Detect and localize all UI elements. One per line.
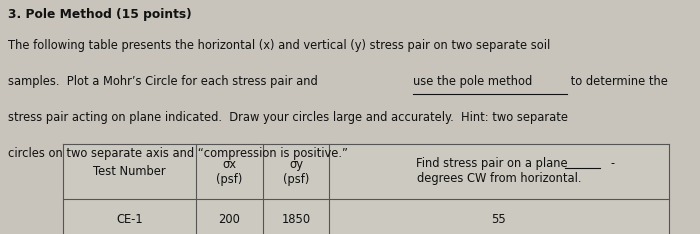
Text: degrees CW from horizontal.: degrees CW from horizontal. (416, 172, 581, 185)
Text: 200: 200 (218, 213, 241, 226)
Text: use the pole method: use the pole method (413, 75, 532, 88)
Text: (psf): (psf) (216, 173, 243, 186)
Text: to determine the: to determine the (566, 75, 668, 88)
Text: (psf): (psf) (283, 173, 309, 186)
Text: σx: σx (223, 158, 237, 171)
Text: stress pair acting on plane indicated.  Draw your circles large and accurately. : stress pair acting on plane indicated. D… (8, 111, 568, 124)
Text: Test Number: Test Number (93, 165, 166, 178)
Text: The following table presents the horizontal (x) and vertical (y) stress pair on : The following table presents the horizon… (8, 39, 551, 52)
Text: 1850: 1850 (281, 213, 311, 226)
Text: circles on two separate axis and “compression is positive.”: circles on two separate axis and “compre… (8, 147, 349, 161)
Text: 55: 55 (491, 213, 506, 226)
Text: samples.  Plot a Mohr’s Circle for each stress pair and: samples. Plot a Mohr’s Circle for each s… (8, 75, 322, 88)
Text: CE-1: CE-1 (116, 213, 143, 226)
Text: 3. Pole Method (15 points): 3. Pole Method (15 points) (8, 8, 192, 21)
Text: σy: σy (289, 158, 303, 171)
Text: Find stress pair on a plane: Find stress pair on a plane (416, 157, 568, 170)
Text: -: - (611, 157, 615, 170)
